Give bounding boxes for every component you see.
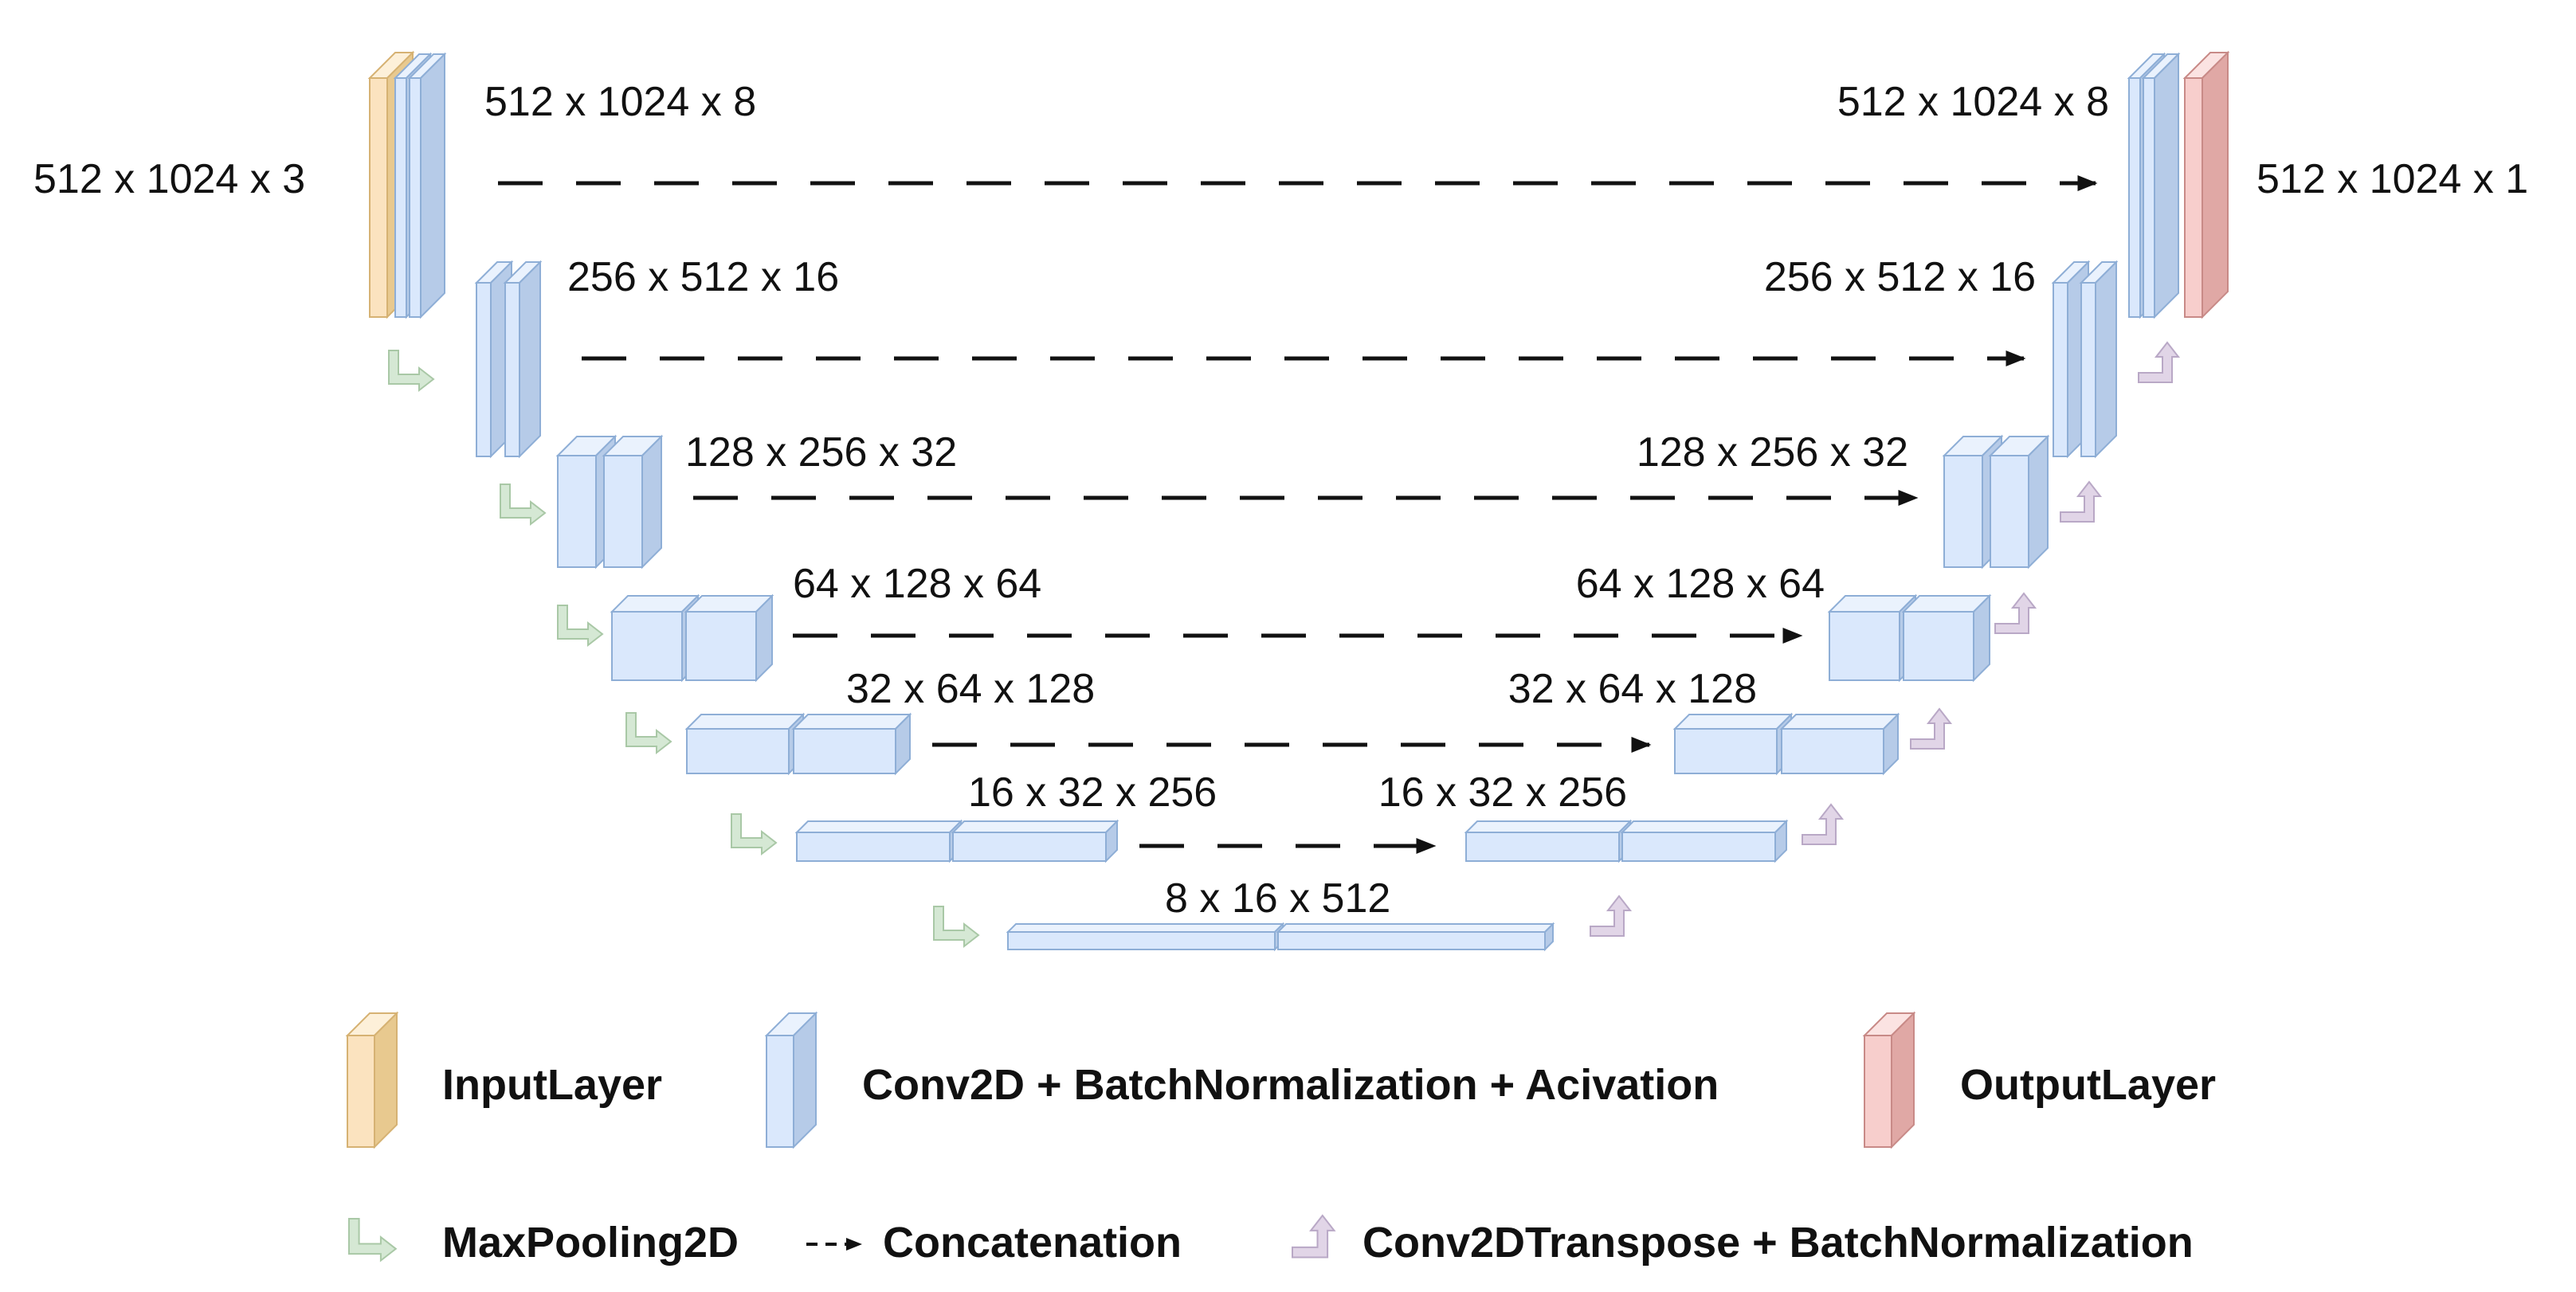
label-dec4: 64 x 128 x 64 <box>1576 561 1825 607</box>
upsample-icons <box>1590 341 2181 937</box>
maxpool-icon-3 <box>557 605 604 648</box>
legend-concat-label: Concatenation <box>883 1219 1182 1267</box>
maxpool-icon-1 <box>388 350 435 393</box>
dec6-conv-a <box>1464 819 1633 863</box>
label-dec3: 128 x 256 x 32 <box>1637 429 1908 476</box>
label-enc1: 512 x 1024 x 8 <box>484 79 756 125</box>
enc4-conv-b <box>684 593 774 683</box>
dec6-conv-b <box>1620 819 1789 863</box>
layer-blocks <box>367 50 2230 952</box>
label-dec2: 256 x 512 x 16 <box>1764 254 2036 300</box>
label-enc2: 256 x 512 x 16 <box>567 254 839 300</box>
bottleneck-conv-b <box>1276 922 1555 952</box>
bottleneck-conv-a <box>1006 922 1285 952</box>
enc3-conv-a <box>555 434 618 570</box>
enc3-conv-b <box>602 434 664 570</box>
dec2-conv-b <box>2079 260 2119 459</box>
upsample-icon-2 <box>2060 480 2103 523</box>
upsample-icon-1 <box>2138 341 2181 383</box>
maxpool-icon-6 <box>933 906 980 949</box>
enc4-conv-a <box>610 593 700 683</box>
upsample-icon-5 <box>1802 803 1845 845</box>
legend-maxpool-label: MaxPooling2D <box>442 1219 739 1267</box>
enc5-conv-a <box>684 712 806 776</box>
label-enc3: 128 x 256 x 32 <box>685 429 957 476</box>
maxpool-icons <box>388 350 980 949</box>
maxpool-icon-2 <box>500 484 547 527</box>
legend-input-label: InputLayer <box>442 1061 662 1109</box>
dec4-conv-a <box>1827 593 1918 683</box>
dec4-conv-b <box>1901 593 1992 683</box>
label-output: 512 x 1024 x 1 <box>2256 156 2528 202</box>
legend-maxpool-icon <box>348 1218 398 1263</box>
skip-connections <box>498 175 2098 854</box>
upsample-icon-3 <box>1994 592 2037 634</box>
maxpool-icon-5 <box>731 813 778 856</box>
label-enc6: 16 x 32 x 256 <box>968 769 1217 816</box>
dec5-conv-a <box>1672 712 1794 776</box>
label-enc5: 32 x 64 x 128 <box>846 666 1095 712</box>
legend-output-label: OutputLayer <box>1960 1061 2216 1109</box>
upsample-icon-6 <box>1590 895 1633 937</box>
legend-output-swatch <box>1862 1011 1916 1149</box>
legend-swatches <box>345 1011 1916 1263</box>
label-enc4: 64 x 128 x 64 <box>793 561 1041 607</box>
enc6-conv-b <box>951 819 1119 863</box>
label-bottleneck: 8 x 16 x 512 <box>1165 875 1390 922</box>
enc2-conv-b <box>503 260 543 459</box>
legend-transpose-label: Conv2DTranspose + BatchNormalization <box>1362 1219 2194 1267</box>
enc5-conv-b <box>791 712 912 776</box>
upsample-icon-4 <box>1910 707 1953 750</box>
output-layer-block <box>2182 50 2230 319</box>
legend-conv-label: Conv2D + BatchNormalization + Acivation <box>862 1061 1719 1109</box>
label-dec5: 32 x 64 x 128 <box>1508 666 1757 712</box>
label-dec1: 512 x 1024 x 8 <box>1837 79 2109 125</box>
dec3-conv-b <box>1988 434 2050 570</box>
dec5-conv-b <box>1779 712 1900 776</box>
dimension-labels: 512 x 1024 x 3 512 x 1024 x 1 512 x 1024… <box>33 79 2528 922</box>
enc1-conv-b <box>407 52 447 319</box>
legend-input-swatch <box>345 1011 399 1149</box>
label-dec6: 16 x 32 x 256 <box>1378 769 1627 816</box>
dec1-conv-b <box>2141 52 2181 319</box>
legend-transpose-icon <box>1292 1214 1336 1259</box>
label-input: 512 x 1024 x 3 <box>33 156 305 202</box>
maxpool-icon-4 <box>625 712 672 755</box>
enc6-conv-a <box>794 819 963 863</box>
legend: InputLayer Conv2D + BatchNormalization +… <box>345 1011 2216 1267</box>
legend-conv-swatch <box>764 1011 818 1149</box>
